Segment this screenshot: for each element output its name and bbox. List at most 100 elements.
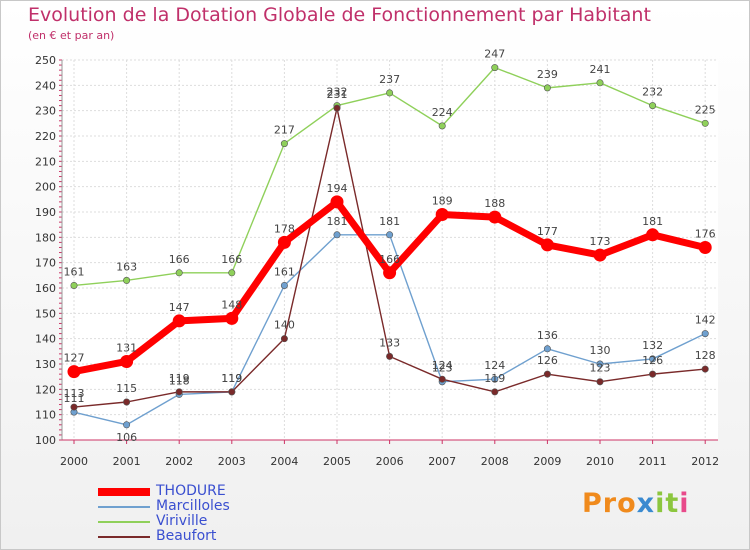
y-tick-label: 160 — [35, 282, 56, 295]
data-point — [333, 104, 341, 112]
data-point — [649, 370, 657, 378]
data-label: 119 — [169, 372, 190, 385]
data-label: 142 — [695, 314, 716, 327]
data-point — [333, 231, 341, 239]
x-tick-label: 2011 — [639, 455, 667, 468]
proxiti-logo: Proxiti — [582, 488, 690, 519]
legend-swatch — [98, 536, 150, 538]
data-point — [701, 330, 709, 338]
x-tick-label: 2002 — [165, 455, 193, 468]
data-point — [646, 228, 660, 242]
data-point — [543, 370, 551, 378]
y-tick-label: 200 — [35, 181, 56, 194]
data-label: 106 — [116, 431, 137, 444]
x-tick-label: 2005 — [323, 455, 351, 468]
data-label: 119 — [221, 372, 242, 385]
y-tick-label: 180 — [35, 231, 56, 244]
data-label: 133 — [379, 336, 400, 349]
data-point — [649, 355, 657, 363]
data-label: 118 — [169, 374, 190, 387]
data-label: 181 — [642, 215, 663, 228]
data-point — [438, 375, 446, 383]
data-label: 132 — [642, 339, 663, 352]
data-point — [543, 84, 551, 92]
series-lines — [67, 64, 712, 429]
data-label: 126 — [537, 354, 558, 367]
y-tick-label: 210 — [35, 155, 56, 168]
x-tick-label: 2000 — [60, 455, 88, 468]
data-label: 194 — [327, 182, 348, 195]
data-label: 123 — [432, 362, 453, 375]
logo-part: i — [679, 488, 690, 519]
logo-part: x — [636, 488, 656, 519]
data-point — [383, 266, 397, 280]
data-point — [123, 276, 131, 284]
logo-part: Pro — [582, 488, 637, 519]
legend-swatch — [98, 506, 150, 508]
data-point — [386, 231, 394, 239]
legend-label: THODURE — [156, 483, 226, 499]
x-tick-label: 2006 — [376, 455, 404, 468]
data-label: 123 — [590, 362, 611, 375]
data-point — [175, 269, 183, 277]
x-tick-label: 2007 — [428, 455, 456, 468]
data-point — [543, 345, 551, 353]
y-tick-label: 140 — [35, 333, 56, 346]
data-point — [123, 398, 131, 406]
data-label: 189 — [432, 195, 453, 208]
data-point — [435, 208, 449, 222]
y-tick-label: 170 — [35, 257, 56, 270]
x-tick-label: 2003 — [218, 455, 246, 468]
data-label: 239 — [537, 68, 558, 81]
data-label: 113 — [64, 387, 85, 400]
y-tick-label: 240 — [35, 79, 56, 92]
data-label: 237 — [379, 73, 400, 86]
data-point — [172, 314, 186, 328]
data-label: 119 — [221, 372, 242, 385]
legend-label: Viriville — [156, 513, 208, 529]
data-label: 126 — [642, 354, 663, 367]
data-label: 130 — [590, 344, 611, 357]
legend-item: THODURE — [98, 483, 298, 500]
data-point — [70, 281, 78, 289]
data-label: 181 — [379, 215, 400, 228]
data-label: 131 — [116, 341, 137, 354]
y-tick-label: 190 — [35, 206, 56, 219]
data-point — [330, 195, 344, 209]
data-point — [280, 335, 288, 343]
data-point — [280, 140, 288, 148]
data-point — [491, 64, 499, 72]
data-label: 148 — [221, 298, 242, 311]
legend-label: Marcilloles — [156, 498, 230, 514]
data-point — [596, 378, 604, 386]
data-point — [491, 375, 499, 383]
data-point — [593, 248, 607, 262]
legend-label: Beaufort — [156, 528, 217, 544]
data-label: 147 — [169, 301, 190, 314]
legend-item: Beaufort — [98, 528, 298, 545]
axes: 100 110 120 130 140 150 160 170 180 190 200 210 220 2… — [35, 54, 719, 468]
legend-swatch — [98, 521, 150, 523]
legend-swatch — [98, 488, 150, 496]
y-tick-label: 220 — [35, 130, 56, 143]
data-point — [698, 240, 712, 254]
data-label: 124 — [484, 359, 505, 372]
data-label: 177 — [537, 225, 558, 238]
x-tick-label: 2010 — [586, 455, 614, 468]
data-label: 115 — [116, 382, 137, 395]
y-tick-label: 120 — [35, 383, 56, 396]
data-point — [67, 365, 81, 379]
data-label: 166 — [221, 253, 242, 266]
data-label: 124 — [432, 359, 453, 372]
data-label: 111 — [64, 392, 85, 405]
data-point — [701, 365, 709, 373]
data-label: 136 — [537, 329, 558, 342]
data-label: 232 — [642, 86, 663, 99]
data-point — [491, 388, 499, 396]
y-tick-label: 150 — [35, 307, 56, 320]
data-label: 161 — [274, 265, 295, 278]
data-label: 181 — [327, 215, 348, 228]
legend-item: Viriville — [98, 513, 298, 530]
data-label: 140 — [274, 319, 295, 332]
